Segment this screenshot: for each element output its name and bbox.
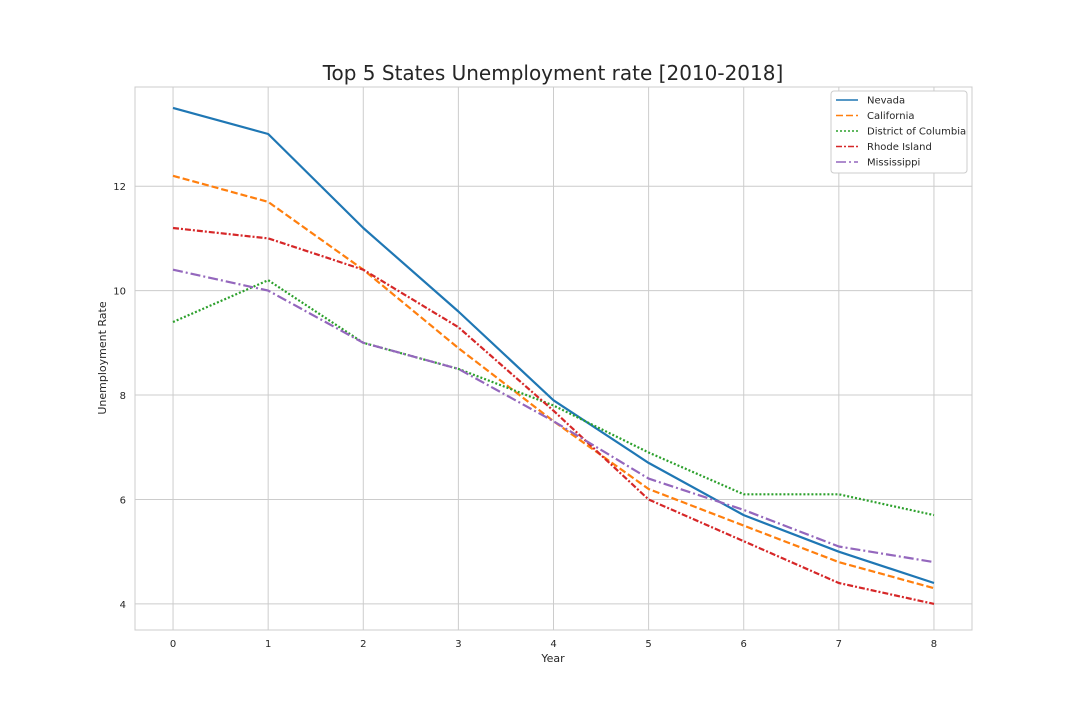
series-line-district-of-columbia (172, 279, 935, 517)
legend: Nevada California District of Columbia Rhod… (830, 90, 968, 174)
plot-frame (134, 86, 973, 631)
x-tick-label: 7 (836, 639, 842, 650)
series-lines (172, 106, 935, 605)
series-line-california (172, 174, 935, 590)
x-tick-label: 6 (741, 639, 747, 650)
x-tick-label: 4 (550, 639, 556, 650)
series-line-nevada (172, 106, 935, 585)
x-tick-labels: 0 1 2 3 4 5 6 7 8 (170, 639, 937, 650)
x-tick-label: 0 (170, 639, 176, 650)
x-axis-label: Year (540, 652, 565, 665)
y-tick-label: 6 (120, 495, 126, 506)
grid (135, 87, 972, 630)
legend-label-california: California (867, 111, 915, 122)
y-tick-label: 12 (113, 182, 126, 193)
y-tick-labels: 4 6 8 10 12 (113, 182, 126, 611)
series-line-rhode-island (172, 226, 935, 605)
x-tick-label: 5 (645, 639, 651, 650)
legend-box (830, 90, 968, 174)
x-tick-label: 2 (360, 639, 366, 650)
legend-label-rhode-island: Rhode Island (867, 142, 932, 153)
y-tick-label: 10 (113, 287, 126, 298)
x-tick-label: 3 (455, 639, 461, 650)
y-tick-label: 4 (120, 600, 126, 611)
y-tick-label: 8 (120, 391, 126, 402)
x-tick-label: 8 (931, 639, 937, 650)
legend-label-nevada: Nevada (867, 96, 905, 107)
legend-label-mississippi: Mississippi (867, 158, 920, 169)
x-tick-label: 1 (265, 639, 271, 650)
chart-title: Top 5 States Unemployment rate [2010-201… (322, 61, 784, 85)
series-line-mississippi (172, 268, 935, 564)
legend-label-district-of-columbia: District of Columbia (867, 127, 966, 138)
y-axis-label: Unemployment Rate (96, 301, 109, 415)
